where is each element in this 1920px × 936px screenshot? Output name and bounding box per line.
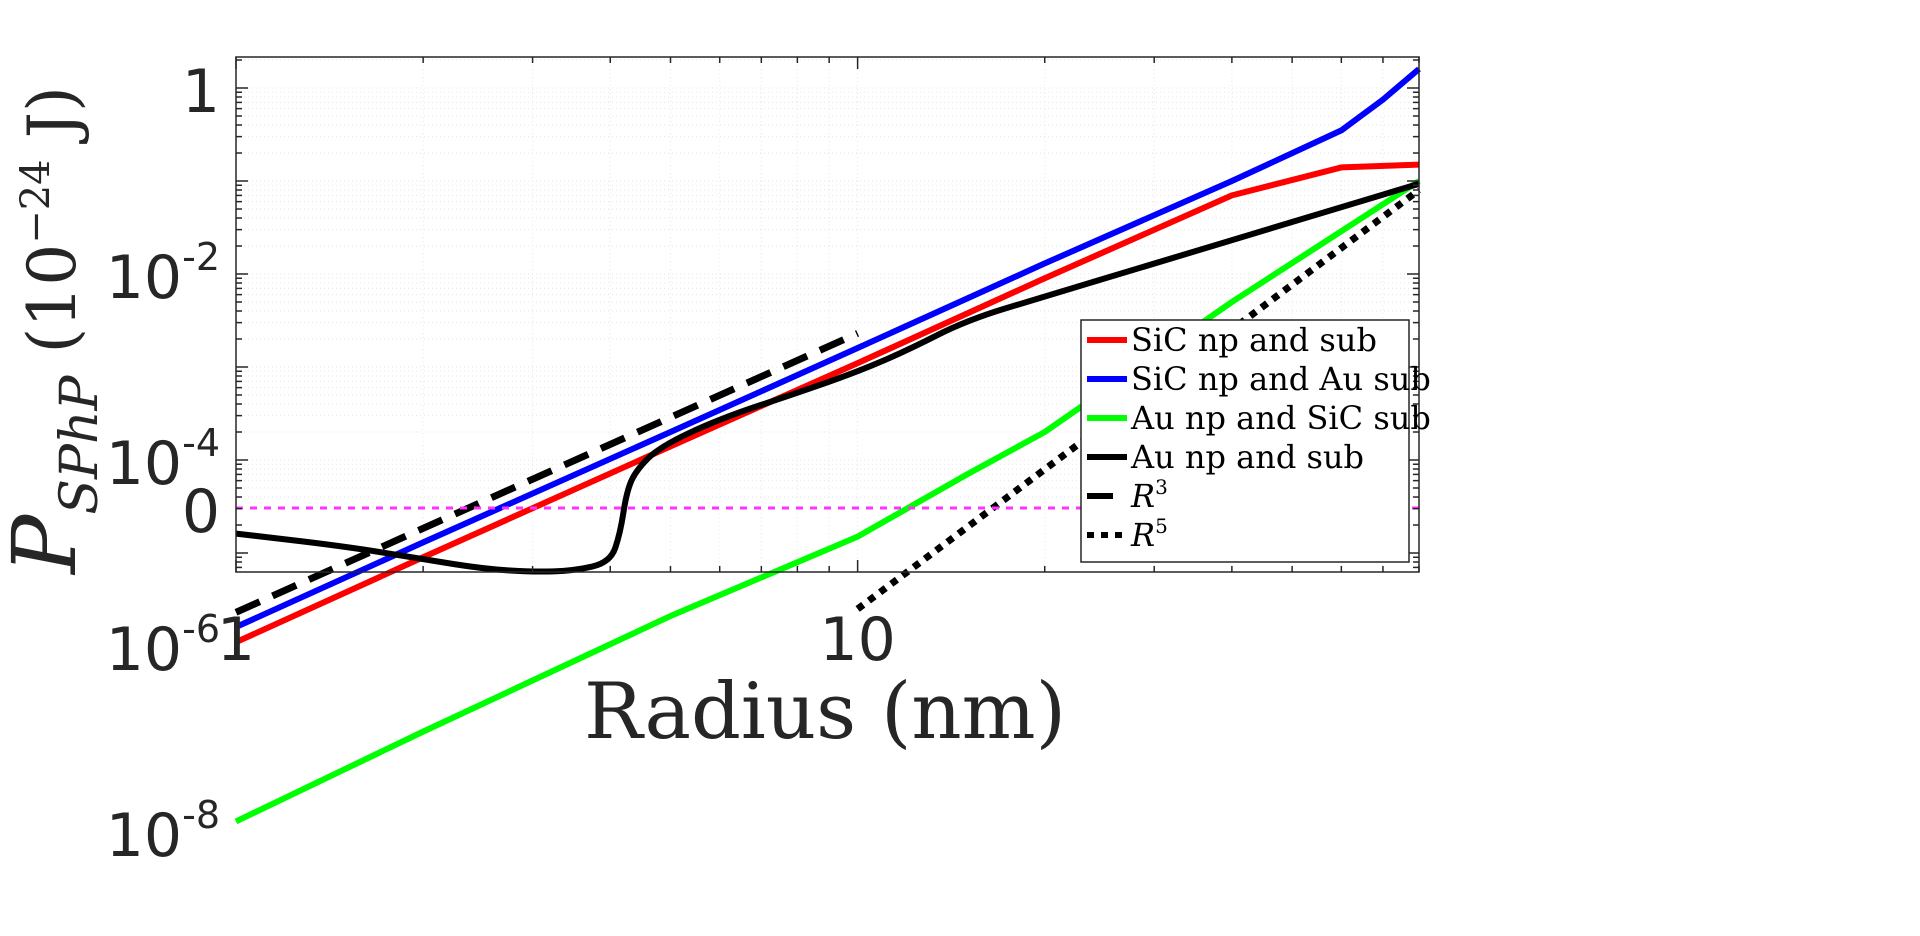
legend-label: Au np and sub (1130, 438, 1364, 476)
y-axis-symbol: P (0, 513, 96, 576)
y-tick-label: 10-4 (106, 421, 220, 499)
x-tick-label: 10 (819, 605, 895, 675)
plot-frame (235, 56, 1420, 573)
x-axis-title: Radius (nm) (584, 667, 1066, 757)
y-tick-label: 0 (182, 477, 220, 547)
series-r-3 (234, 330, 860, 616)
legend-label: Au np and SiC sub (1130, 399, 1431, 437)
y-axis-subscript: SPhP (50, 375, 110, 515)
legend-box (1080, 319, 1410, 563)
y-axis-units-close: J) (14, 86, 91, 159)
series-sic-np-and-au-sub (234, 66, 1421, 630)
axis-ticks (235, 57, 1420, 572)
y-tick-label: 10-2 (106, 235, 220, 313)
y-axis-units-exp: −24 (13, 159, 59, 243)
x-tick-label: 1 (217, 605, 255, 675)
y-tick-label: 10-8 (106, 793, 220, 871)
y-axis-title: PSPhP (10−24 J) (0, 86, 110, 576)
series-au-np-and-sub (235, 180, 1420, 575)
y-axis-units-open: (10 (14, 244, 91, 354)
tick-labels: 1 10 1 10-2 10-4 10-6 10-8 0 (106, 57, 896, 871)
y-tick-label: 10-6 (106, 607, 220, 685)
svg-text:PSPhP(10−24 J): PSPhP (10−24 J) (0, 86, 110, 576)
legend-label: SiC np and sub (1131, 321, 1377, 359)
y-tick-label: 1 (182, 57, 220, 127)
legend-label: R5 (1130, 514, 1168, 554)
legend-label: R3 (1130, 475, 1168, 515)
legend-label: SiC np and Au sub (1131, 360, 1431, 398)
series-sic-np-and-sub (234, 161, 1420, 645)
series-group (234, 66, 1422, 825)
